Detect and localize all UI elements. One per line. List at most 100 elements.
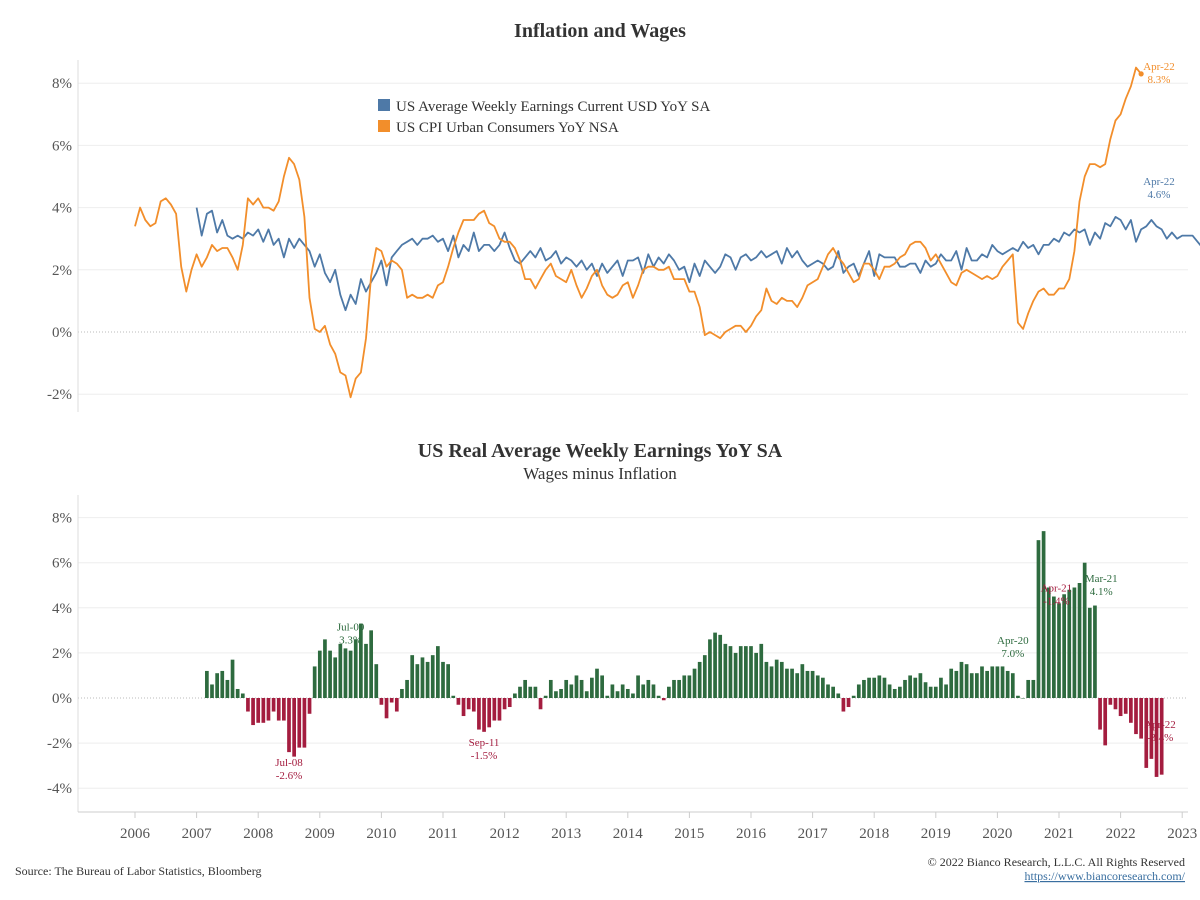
- y-tick-label: 2%: [52, 646, 72, 662]
- bar: [590, 677, 594, 698]
- bar: [620, 684, 625, 698]
- y-tick-label: 0%: [52, 325, 72, 341]
- bar: [215, 673, 219, 698]
- bar: [733, 652, 738, 698]
- bar: [312, 666, 317, 698]
- bar: [317, 650, 322, 698]
- bar: [1077, 583, 1082, 698]
- bar: [933, 686, 938, 698]
- bar: [1000, 666, 1005, 698]
- website-link[interactable]: https://www.biancoresearch.com/: [1024, 869, 1185, 883]
- bar: [759, 643, 764, 698]
- end-label-date: Apr-22: [1143, 176, 1175, 188]
- bar: [297, 698, 302, 748]
- bottom-chart: US Real Average Weekly Earnings YoY SA W…: [47, 440, 1188, 812]
- bottom-bars: [205, 531, 1164, 777]
- bar: [276, 698, 281, 721]
- bar: [328, 650, 332, 698]
- bar: [1021, 698, 1025, 699]
- bar: [1016, 695, 1020, 698]
- x-tick-label: 2009: [305, 826, 335, 842]
- bar: [1005, 670, 1010, 698]
- bar: [261, 698, 266, 723]
- bar: [240, 693, 245, 698]
- bar: [1118, 698, 1123, 717]
- y-tick-label: 6%: [52, 556, 72, 572]
- bar: [292, 698, 296, 757]
- bar: [271, 698, 276, 712]
- x-tick-label: 2020: [982, 826, 1012, 842]
- bar: [939, 677, 943, 698]
- bar: [892, 688, 897, 698]
- bar: [1082, 562, 1087, 698]
- y-tick-label: 4%: [52, 601, 72, 617]
- bar: [595, 668, 599, 698]
- bar: [256, 698, 261, 723]
- bar: [990, 666, 995, 698]
- bar: [723, 643, 728, 698]
- source-text: Source: The Bureau of Labor Statistics, …: [15, 864, 262, 878]
- bar: [430, 655, 435, 698]
- bar: [769, 666, 774, 698]
- bar: [728, 646, 733, 698]
- bar: [815, 675, 820, 698]
- top-chart: Inflation and Wages 8% 6% 4% 2% 0% -2% US Ave…: [47, 20, 1200, 412]
- bar: [923, 682, 928, 698]
- bar: [451, 695, 456, 698]
- bar: [1103, 698, 1108, 746]
- top-series-lines: [134, 66, 1200, 399]
- bar: [348, 650, 353, 698]
- earnings-line: [195, 207, 1200, 312]
- bar: [333, 657, 338, 698]
- bar: [677, 679, 681, 698]
- bar: [867, 677, 871, 698]
- bar: [379, 698, 384, 705]
- bar: [1113, 698, 1118, 710]
- annotation-date: Apr-22: [1144, 719, 1176, 731]
- annotation-value: 7.0%: [1001, 648, 1024, 660]
- bar: [713, 632, 717, 698]
- bar: [513, 693, 517, 698]
- top-chart-title: Inflation and Wages: [514, 20, 686, 42]
- bar: [569, 684, 574, 698]
- bar: [836, 693, 841, 698]
- bar: [1149, 698, 1154, 759]
- bar: [862, 679, 866, 698]
- bar: [636, 675, 640, 698]
- bar: [1108, 698, 1113, 705]
- bar: [944, 684, 948, 698]
- bar: [779, 661, 784, 698]
- bar: [1093, 605, 1097, 698]
- y-tick-label: -2%: [47, 387, 72, 403]
- x-tick-label: 2006: [120, 826, 151, 842]
- bar: [600, 675, 604, 698]
- bar: [969, 673, 974, 698]
- bar: [235, 688, 240, 698]
- bar: [251, 698, 255, 726]
- annotation-value: 4.1%: [1090, 586, 1113, 598]
- bottom-chart-title: US Real Average Weekly Earnings YoY SA: [418, 440, 783, 462]
- legend-swatch-cpi: [378, 120, 390, 132]
- bar: [667, 686, 671, 698]
- bar: [785, 668, 789, 698]
- bar: [754, 652, 758, 698]
- bottom-y-axis: 8% 6% 4% 2% 0% -2% -4%: [47, 511, 72, 798]
- annotation-date: Apr-20: [997, 635, 1029, 647]
- x-tick-label: 2018: [859, 826, 889, 842]
- bar: [1062, 594, 1066, 698]
- bar: [466, 698, 471, 710]
- bar: [656, 695, 661, 698]
- bar: [374, 664, 379, 698]
- bar: [502, 698, 507, 710]
- bar: [980, 666, 984, 698]
- y-tick-label: 8%: [52, 76, 72, 92]
- bar: [579, 679, 584, 698]
- bar: [282, 698, 286, 721]
- y-tick-label: 6%: [52, 138, 72, 154]
- bar: [1144, 698, 1149, 768]
- bar: [1067, 589, 1072, 698]
- bar: [1010, 673, 1015, 698]
- bar: [323, 639, 327, 698]
- x-tick-label: 2008: [243, 826, 273, 842]
- end-label-date: Apr-22: [1143, 61, 1175, 73]
